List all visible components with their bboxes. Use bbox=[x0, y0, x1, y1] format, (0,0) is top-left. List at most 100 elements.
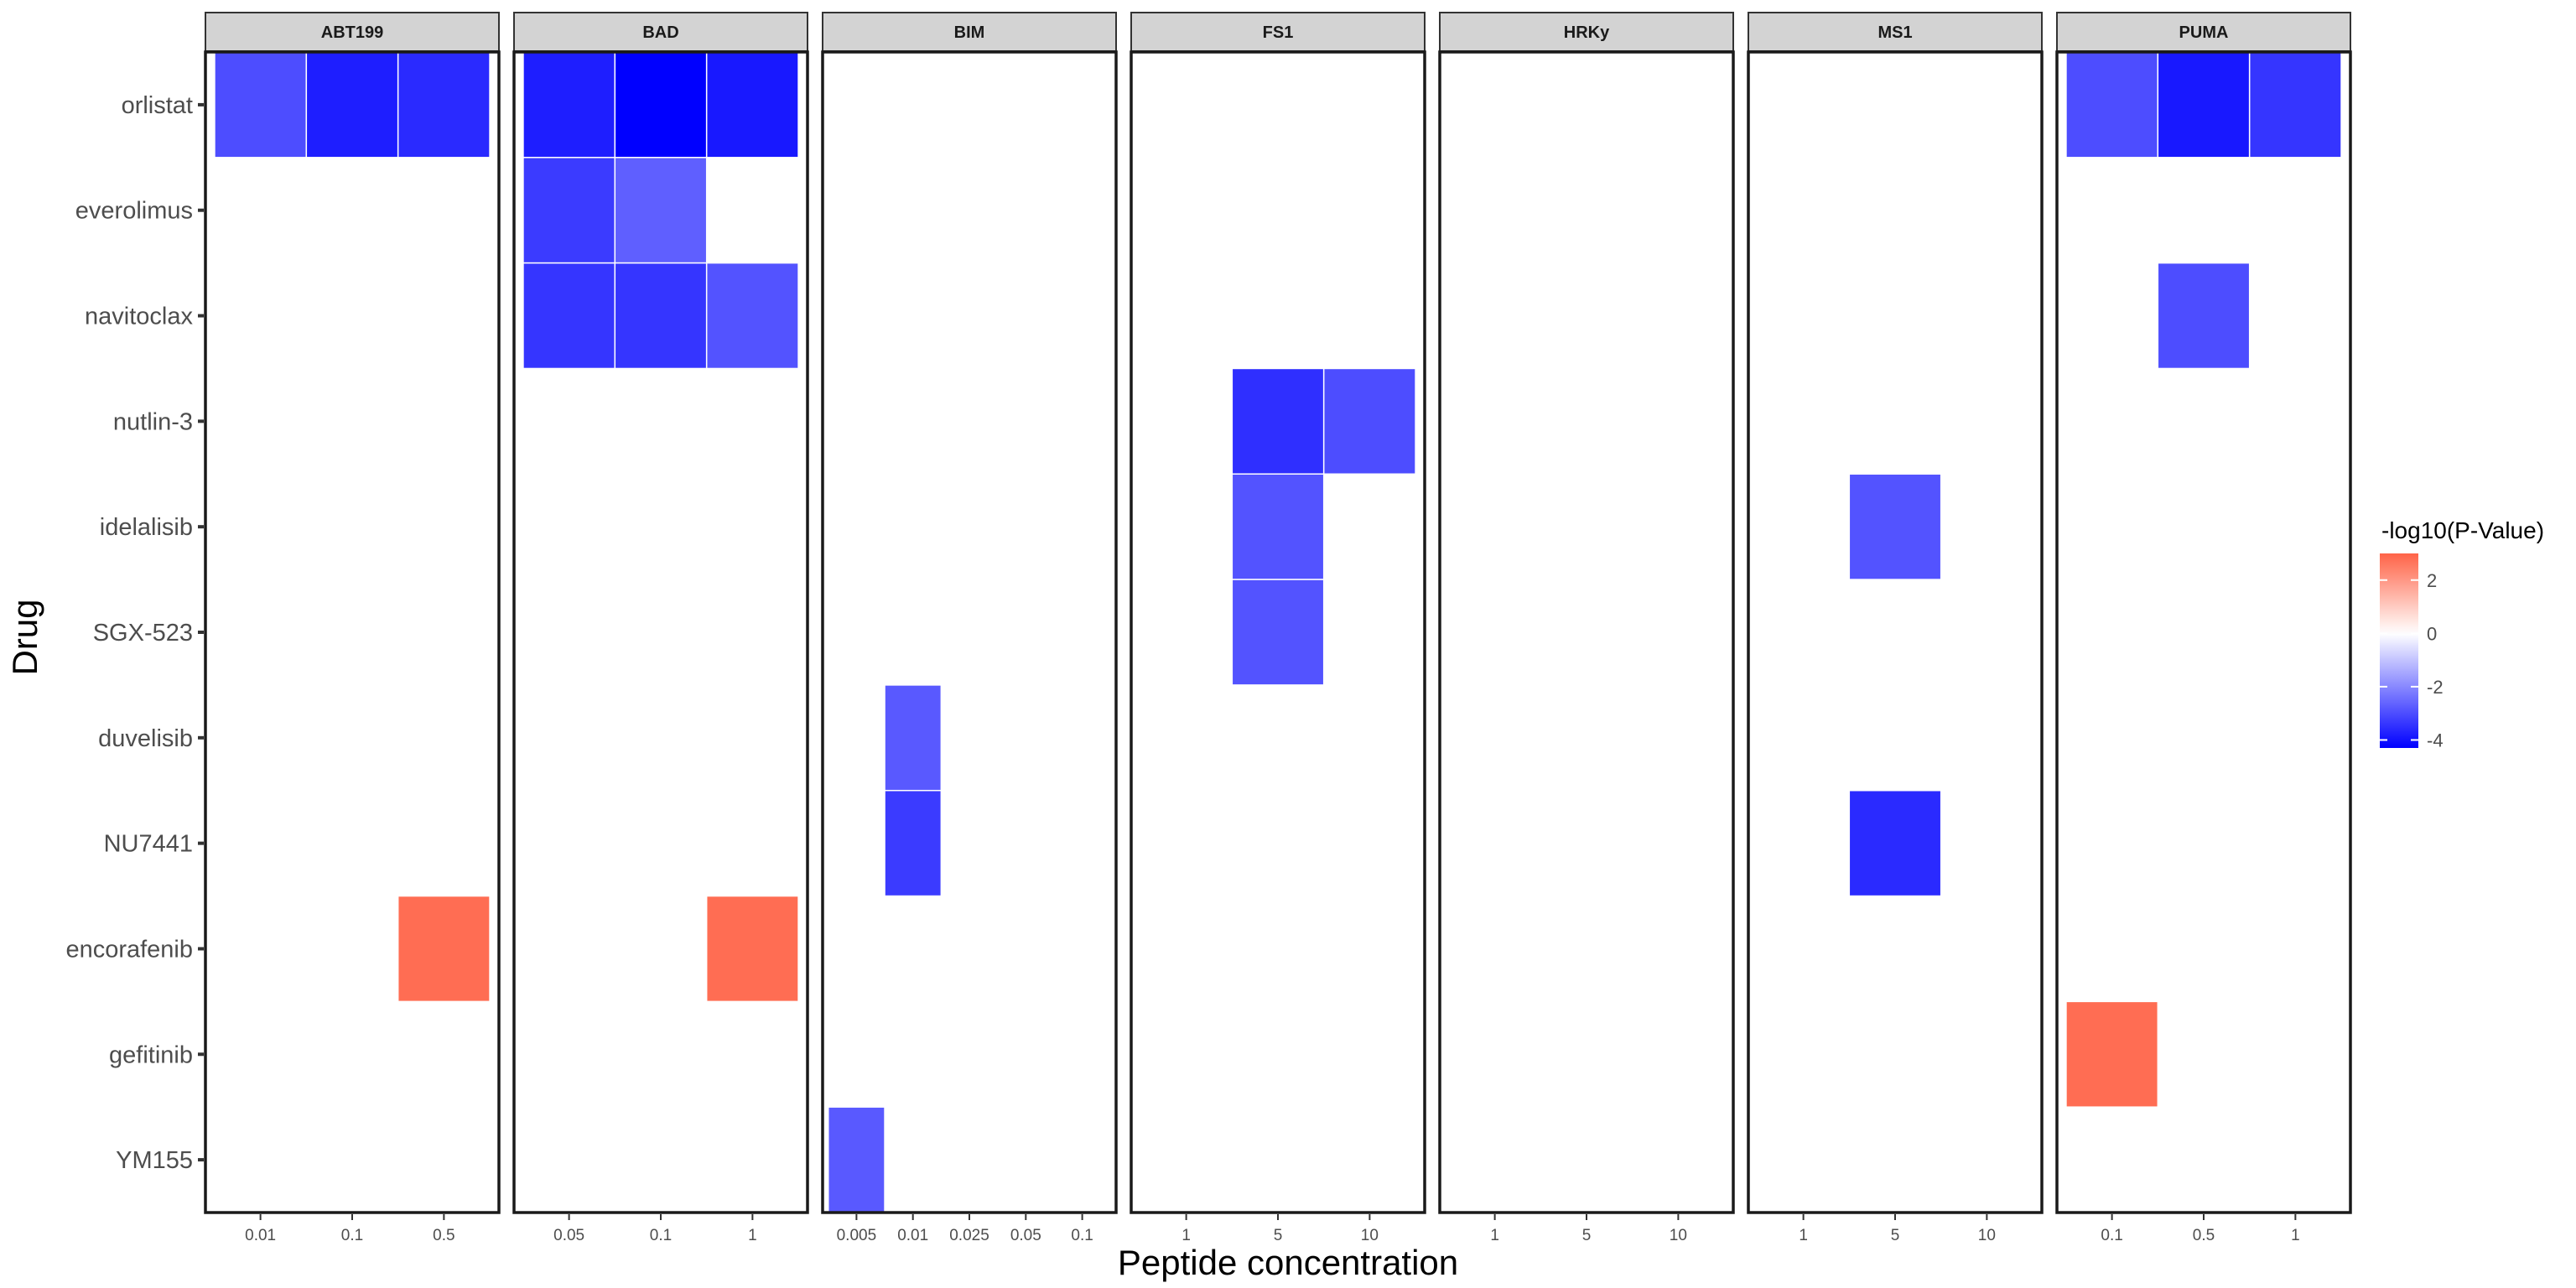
y-tick-label: navitoclax bbox=[85, 304, 193, 330]
x-tick-label: 10 bbox=[1361, 1227, 1379, 1244]
heatmap-cell bbox=[614, 157, 708, 264]
facet-strip-label: FS1 bbox=[1263, 23, 1294, 42]
facet-strip-label: BIM bbox=[954, 23, 985, 42]
heatmap-cell bbox=[614, 262, 708, 370]
x-tick-label: 0.5 bbox=[2193, 1227, 2215, 1244]
x-tick-label: 0.1 bbox=[1071, 1227, 1093, 1244]
y-tick-label: duvelisib bbox=[98, 725, 193, 752]
x-tick-label: 0.025 bbox=[949, 1227, 989, 1244]
facet-strip-label: HRKy bbox=[1564, 23, 1610, 42]
y-axis: orlistat everolimus navitoclax nutlin-3 idel… bbox=[65, 92, 204, 1174]
facet-hrky: HRKy 1 5 10 bbox=[1438, 12, 1735, 1244]
legend-colorbar bbox=[2380, 553, 2418, 748]
heatmap-cell bbox=[1231, 473, 1325, 580]
facet-panels: ABT199 0.01 0.1 0.5 BAD 0.05 0.1 1 BIM 0.005 0.01 0… bbox=[204, 12, 2352, 1244]
legend-tick-label: -2 bbox=[2427, 677, 2444, 698]
heatmap-cell bbox=[522, 157, 616, 264]
x-tick-label: 0.01 bbox=[897, 1227, 928, 1244]
facet-puma: PUMA 0.1 0.5 1 bbox=[2055, 12, 2352, 1244]
x-tick-label: 5 bbox=[1274, 1227, 1283, 1244]
heatmap-cell bbox=[397, 895, 491, 1003]
y-tick-label: NU7441 bbox=[104, 831, 193, 858]
heatmap-cell bbox=[827, 1106, 886, 1213]
legend-tick-label: 0 bbox=[2427, 623, 2437, 644]
facet-strip bbox=[513, 12, 808, 52]
facet-strip bbox=[2056, 12, 2351, 52]
facet-strip bbox=[1439, 12, 1734, 52]
x-tick-label: 0.1 bbox=[2101, 1227, 2122, 1244]
x-tick-label: 0.05 bbox=[553, 1227, 584, 1244]
legend-tick-label: 2 bbox=[2427, 570, 2437, 591]
x-tick-label: 10 bbox=[1978, 1227, 1996, 1244]
facet-strip-label: PUMA bbox=[2179, 23, 2229, 42]
heatmap-cell bbox=[2157, 262, 2251, 370]
heatmap-cell bbox=[397, 51, 491, 158]
facet-strip bbox=[205, 12, 500, 52]
facet-panel-border bbox=[1438, 50, 1735, 1214]
heatmap-cell bbox=[1231, 579, 1325, 686]
facet-panel-border bbox=[821, 50, 1118, 1214]
x-axis-title: Peptide concentration bbox=[1118, 1243, 1458, 1282]
facet-strip-label: BAD bbox=[642, 23, 678, 42]
heatmap-cell bbox=[522, 51, 616, 158]
x-tick-label: 1 bbox=[1490, 1227, 1499, 1244]
heatmap-cell bbox=[705, 895, 799, 1003]
facet-panel-border bbox=[204, 50, 501, 1214]
facet-fs1: FS1 1 5 10 bbox=[1130, 12, 1426, 1244]
y-tick-label: idelalisib bbox=[100, 514, 193, 541]
x-tick-label: 0.5 bbox=[433, 1227, 454, 1244]
facet-panel-border bbox=[1130, 50, 1426, 1214]
facet-bim: BIM 0.005 0.01 0.025 0.05 0.1 bbox=[821, 12, 1118, 1244]
x-tick-label: 10 bbox=[1670, 1227, 1687, 1244]
x-tick-label: 1 bbox=[748, 1227, 757, 1244]
heatmap-cell bbox=[884, 684, 943, 792]
x-tick-label: 1 bbox=[1182, 1227, 1191, 1244]
x-tick-label: 5 bbox=[1891, 1227, 1900, 1244]
x-tick-label: 1 bbox=[1799, 1227, 1808, 1244]
x-tick-label: 5 bbox=[1582, 1227, 1592, 1244]
heatmap-cell bbox=[1848, 789, 1942, 897]
heatmap-cell bbox=[2157, 51, 2251, 158]
facet-panel-border bbox=[1747, 50, 2044, 1214]
y-tick-label: YM155 bbox=[116, 1147, 193, 1174]
heatmap-cell bbox=[2248, 51, 2342, 158]
facet-strip-label: ABT199 bbox=[321, 23, 383, 42]
heatmap-cell bbox=[1848, 473, 1942, 580]
legend-tick-label: -4 bbox=[2427, 730, 2444, 750]
x-tick-label: 0.01 bbox=[245, 1227, 276, 1244]
facet-panel-border bbox=[2055, 50, 2352, 1214]
y-tick-label: SGX-523 bbox=[93, 620, 193, 647]
y-tick-label: orlistat bbox=[122, 92, 193, 119]
facet-strip bbox=[1130, 12, 1426, 52]
facet-panel-border bbox=[512, 50, 809, 1214]
x-tick-label: 0.05 bbox=[1010, 1227, 1041, 1244]
x-tick-label: 0.005 bbox=[837, 1227, 877, 1244]
heatmap-cell bbox=[214, 51, 308, 158]
heatmap-cell bbox=[522, 262, 616, 370]
y-tick-label: encorafenib bbox=[65, 936, 193, 963]
facet-bad: BAD 0.05 0.1 1 bbox=[512, 12, 809, 1244]
y-tick-label: nutlin-3 bbox=[113, 408, 193, 435]
heatmap-cell bbox=[614, 51, 708, 158]
facet-ms1: MS1 1 5 10 bbox=[1747, 12, 2044, 1244]
heatmap-cell bbox=[2065, 1000, 2159, 1108]
color-legend: -log10(P-Value) 2 0 -2 -4 bbox=[2380, 517, 2544, 750]
x-tick-label: 0.1 bbox=[341, 1227, 363, 1244]
facet-strip-label: MS1 bbox=[1877, 23, 1912, 42]
y-tick-label: gefitinib bbox=[109, 1041, 193, 1068]
x-tick-label: 0.1 bbox=[650, 1227, 672, 1244]
heatmap-cell bbox=[305, 51, 399, 158]
heatmap-cell bbox=[705, 51, 799, 158]
x-tick-label: 1 bbox=[2291, 1227, 2300, 1244]
heatmap-cell bbox=[1231, 367, 1325, 475]
heatmap-cell bbox=[1322, 367, 1416, 475]
y-tick-label: everolimus bbox=[75, 198, 193, 225]
facet-abt199: ABT199 0.01 0.1 0.5 bbox=[204, 12, 501, 1244]
heatmap-cell bbox=[884, 789, 943, 897]
legend-title: -log10(P-Value) bbox=[2381, 517, 2544, 543]
heatmap-cell bbox=[705, 262, 799, 370]
facet-strip bbox=[1748, 12, 2043, 52]
heatmap-cell bbox=[2065, 51, 2159, 158]
y-axis-title: Drug bbox=[5, 599, 44, 675]
